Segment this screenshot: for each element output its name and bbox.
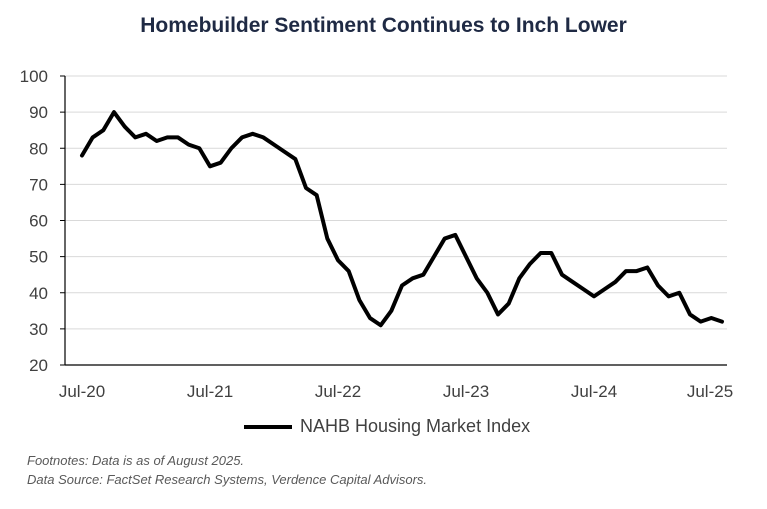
y-tick-label: 30 <box>29 320 48 339</box>
data-point <box>613 280 617 284</box>
data-point <box>688 312 692 316</box>
data-point <box>453 233 457 237</box>
chart-title: Homebuilder Sentiment Continues to Inch … <box>140 14 627 37</box>
data-point <box>187 143 191 147</box>
data-point <box>507 302 511 306</box>
x-tick-label: Jul-22 <box>315 382 361 401</box>
y-tick-label: 100 <box>20 67 48 86</box>
gridlines <box>65 75 727 330</box>
y-axis: 20 30 40 50 60 70 80 90 100 <box>20 67 66 375</box>
data-point <box>229 146 233 150</box>
data-point <box>389 309 393 313</box>
data-point <box>357 298 361 302</box>
data-point <box>485 291 489 295</box>
footnote-data-date: Footnotes: Data is as of August 2025. <box>27 453 245 468</box>
data-point <box>635 269 639 273</box>
data-point <box>400 284 404 288</box>
data-point <box>176 135 180 139</box>
x-tick-label: Jul-25 <box>687 382 733 401</box>
data-point <box>123 125 127 129</box>
data-point <box>293 157 297 161</box>
data-point <box>144 132 148 136</box>
y-tick-label: 70 <box>29 175 48 194</box>
data-point <box>581 287 585 291</box>
data-point <box>571 280 575 284</box>
y-tick-label: 20 <box>29 356 48 375</box>
data-point <box>624 269 628 273</box>
data-point <box>251 132 255 136</box>
data-point <box>421 273 425 277</box>
data-point <box>432 255 436 259</box>
data-point <box>261 135 265 139</box>
data-point <box>411 276 415 280</box>
data-point <box>560 273 564 277</box>
x-axis: Jul-20 Jul-21 Jul-22 Jul-23 Jul-24 Jul-25 <box>59 364 733 401</box>
data-point <box>603 287 607 291</box>
data-point <box>677 291 681 295</box>
x-tick-label: Jul-21 <box>187 382 233 401</box>
data-point <box>101 128 105 132</box>
data-point <box>197 146 201 150</box>
data-point <box>219 161 223 165</box>
y-tick-label: 80 <box>29 139 48 158</box>
data-point <box>347 269 351 273</box>
data-point <box>80 153 84 157</box>
data-point <box>539 251 543 255</box>
data-point <box>443 237 447 241</box>
x-tick-label: Jul-23 <box>443 382 489 401</box>
x-tick-label: Jul-20 <box>59 382 105 401</box>
data-point <box>325 237 329 241</box>
footnotes: Footnotes: Data is as of August 2025. Da… <box>27 451 427 489</box>
data-point <box>699 320 703 324</box>
data-point <box>336 258 340 262</box>
data-point <box>549 251 553 255</box>
data-point <box>315 193 319 197</box>
data-point <box>496 312 500 316</box>
data-point <box>517 276 521 280</box>
data-points <box>80 110 724 327</box>
data-point <box>720 320 724 324</box>
data-point <box>208 164 212 168</box>
data-point <box>165 135 169 139</box>
data-point <box>240 135 244 139</box>
data-point <box>709 316 713 320</box>
legend-label: NAHB Housing Market Index <box>300 416 531 436</box>
data-point <box>91 135 95 139</box>
data-point <box>283 150 287 154</box>
series-line-nahb <box>80 110 724 328</box>
data-point <box>133 135 137 139</box>
data-point <box>464 255 468 259</box>
data-point <box>304 186 308 190</box>
data-point <box>592 294 596 298</box>
x-tick-label: Jul-24 <box>571 382 617 401</box>
legend: NAHB Housing Market Index <box>244 416 530 437</box>
y-tick-label: 90 <box>29 103 48 122</box>
footnote-data-source: Data Source: FactSet Research Systems, V… <box>27 472 428 487</box>
data-point <box>645 265 649 269</box>
data-point <box>667 294 671 298</box>
data-point <box>368 316 372 320</box>
y-tick-label: 60 <box>29 212 48 231</box>
data-point <box>656 284 660 288</box>
legend-swatch <box>244 424 292 429</box>
y-tick-label: 40 <box>29 284 48 303</box>
y-tick-label: 50 <box>29 248 48 267</box>
data-point <box>155 139 159 143</box>
data-point <box>528 262 532 266</box>
data-point <box>112 110 116 114</box>
data-point <box>272 143 276 147</box>
data-point <box>475 276 479 280</box>
data-point <box>379 323 383 327</box>
